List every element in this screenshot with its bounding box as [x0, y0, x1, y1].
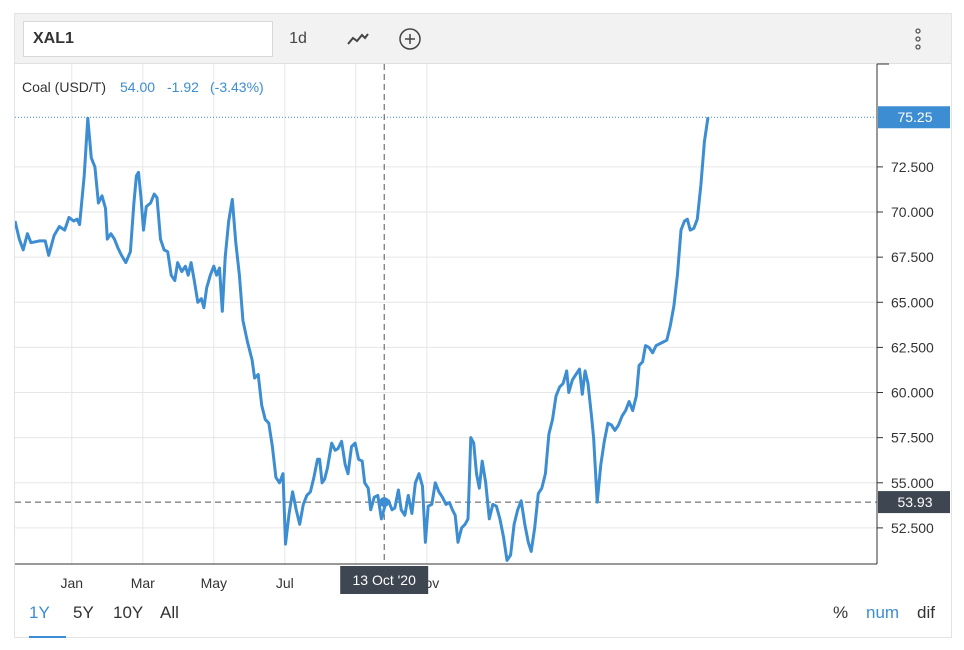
y-tick-label: 70.000 [891, 204, 934, 220]
vertical-dots-icon [915, 28, 921, 50]
mode-button-percent[interactable]: % [833, 603, 849, 622]
price-series-line [15, 116, 710, 562]
range-selector: 1Y 5Y 10Y All % num dif [15, 599, 951, 638]
price-chart[interactable]: JanMarMayJulSepNov 52.50055.00057.50060.… [15, 14, 951, 599]
quote-change: -1.92 [167, 79, 199, 95]
y-tick-label: 65.000 [891, 294, 934, 310]
crosshair-date-label: 13 Oct '20 [353, 572, 417, 588]
crosshair-point [379, 497, 390, 508]
x-tick-label: Mar [131, 575, 155, 591]
last-price-label: 75.25 [897, 109, 932, 125]
quote-name: Coal (USD/T) [22, 79, 106, 95]
symbol-input[interactable] [23, 21, 273, 57]
interval-label: 1d [289, 30, 307, 47]
active-range-underline [29, 636, 66, 638]
compare-button[interactable] [393, 21, 427, 57]
y-axis-ticks: 52.500 55.000 57.500 60.000 62.500 65.000 67.5… [877, 63, 934, 536]
grid [15, 64, 877, 564]
y-tick-label: 67.500 [891, 249, 934, 265]
menu-button[interactable] [908, 21, 928, 57]
range-button-5y[interactable]: 5Y [73, 603, 94, 622]
crosshair-value-badge: 53.93 [878, 491, 950, 514]
y-tick-label: 60.000 [891, 385, 934, 401]
last-price-badge: 75.25 [878, 106, 950, 129]
y-tick-label: 52.500 [891, 520, 934, 536]
quote-change-pct: (-3.43%) [210, 79, 264, 95]
plus-circle-icon [399, 28, 421, 50]
crosshair-value-label: 53.93 [897, 494, 932, 510]
range-button-10y[interactable]: 10Y [113, 603, 144, 622]
x-tick-label: Jan [61, 575, 84, 591]
range-button-all[interactable]: All [160, 603, 179, 622]
mode-button-num[interactable]: num [866, 603, 900, 622]
y-tick-label: 62.500 [891, 339, 934, 355]
x-tick-label: Jul [276, 575, 294, 591]
mode-button-dif[interactable]: dif [917, 603, 935, 622]
y-tick-label: 72.500 [891, 159, 934, 175]
quote-last: 54.00 [120, 79, 155, 95]
range-button-1y[interactable]: 1Y [29, 603, 50, 622]
y-tick-label: 57.500 [891, 430, 934, 446]
chart-type-button[interactable] [341, 21, 375, 57]
chart-toolbar: 1d [15, 14, 951, 64]
line-chart-icon [347, 33, 369, 45]
interval-button[interactable]: 1d [281, 21, 315, 57]
x-tick-label: May [201, 575, 227, 591]
y-tick-label: 55.000 [891, 475, 934, 491]
crosshair-date-badge: 13 Oct '20 [340, 566, 429, 594]
